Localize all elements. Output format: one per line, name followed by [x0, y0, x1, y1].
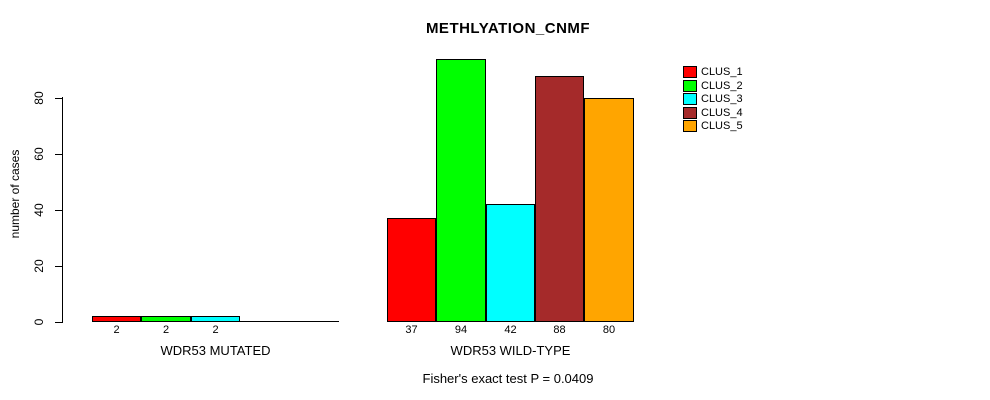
bar-clus_5-zero: [289, 321, 339, 322]
legend-label: CLUS_4: [701, 107, 743, 119]
y-tick: [55, 98, 62, 99]
fisher-test-annotation: Fisher's exact test P = 0.0409: [422, 371, 594, 386]
y-tick-label: 0: [32, 318, 46, 326]
group-label-0: WDR53 MUTATED: [160, 343, 271, 358]
legend-swatch: [683, 107, 697, 119]
legend-swatch: [683, 80, 697, 92]
y-tick-label: 20: [32, 259, 46, 273]
bar-clus_1: [92, 316, 141, 322]
bar-value-label: 2: [113, 324, 120, 336]
y-tick: [55, 154, 62, 155]
bar-value-label: 42: [504, 324, 517, 336]
bar-clus_4: [535, 76, 584, 322]
legend-label: CLUS_1: [701, 66, 743, 78]
legend-label: CLUS_2: [701, 80, 743, 92]
bar-value-label: 88: [553, 324, 566, 336]
bar-clus_1: [387, 218, 436, 322]
y-axis-line: [62, 97, 63, 323]
legend-swatch: [683, 93, 697, 105]
y-tick: [55, 210, 62, 211]
y-tick-label: 80: [32, 91, 46, 105]
bar-clus_5: [584, 98, 634, 322]
bar-clus_3: [486, 204, 535, 322]
chart-title: METHLYATION_CNMF: [425, 20, 591, 37]
y-tick: [55, 266, 62, 267]
bar-value-label: 80: [602, 324, 616, 336]
legend-label: CLUS_3: [701, 93, 743, 105]
bar-value-label: 2: [212, 324, 219, 336]
bar-clus_2: [141, 316, 191, 322]
group-label-1: WDR53 WILD-TYPE: [450, 343, 571, 358]
legend-swatch: [683, 120, 697, 132]
bar-value-label: 2: [162, 324, 170, 336]
bar-clus_3: [191, 316, 240, 322]
bar-value-label: 37: [405, 324, 418, 336]
y-axis-title: number of cases: [8, 149, 22, 239]
y-tick-label: 60: [32, 147, 46, 161]
legend-label: CLUS_5: [701, 120, 743, 132]
bar-clus_4-zero: [240, 321, 289, 322]
bar-value-label: 94: [454, 324, 468, 336]
legend-swatch: [683, 66, 697, 78]
y-tick: [55, 322, 62, 323]
y-tick-label: 40: [32, 203, 46, 217]
bar-clus_2: [436, 59, 486, 322]
